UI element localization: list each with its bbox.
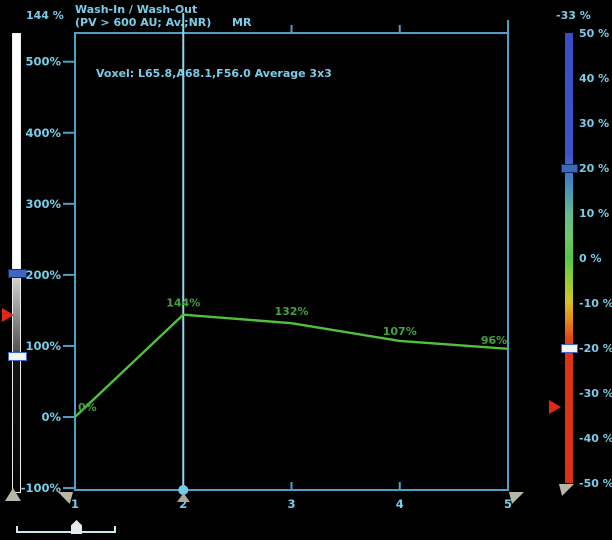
x-tick-label: 4	[396, 497, 404, 511]
colorbar-tick-label: -10 %	[579, 297, 612, 310]
colorbar-tick-label: -50 %	[579, 477, 612, 490]
colorbar-lower-handle[interactable]	[561, 344, 578, 353]
current-timepoint-dot[interactable]	[178, 485, 189, 495]
enhancement-curve	[74, 313, 509, 418]
y-tick-label: 100%	[25, 339, 61, 353]
x-tick-label: 2	[179, 497, 187, 511]
data-point-label: 132%	[275, 305, 309, 318]
colorbar-track[interactable]	[565, 33, 573, 483]
x-tick-label: 3	[287, 497, 295, 511]
colorbar-tick-label: -30 %	[579, 387, 612, 400]
y-tick-label: 300%	[25, 197, 61, 211]
chart-title-line2: (PV > 600 AU; Av.;NR)	[75, 16, 212, 29]
timeline-scrubber-track[interactable]	[16, 531, 116, 533]
colorbar-tick-label: 50 %	[579, 27, 610, 40]
data-point-label: 107%	[383, 325, 417, 338]
modality-label: MR	[232, 16, 252, 29]
y-tick-label: -100%	[21, 481, 62, 495]
x-tick-label: 1	[71, 497, 79, 511]
colorbar-tick-label: 10 %	[579, 207, 610, 220]
window-level-track[interactable]	[12, 33, 21, 493]
x-tick-label: 5	[504, 497, 512, 511]
colorbar-tick-label: -40 %	[579, 432, 612, 445]
data-point-label: 0%	[78, 401, 97, 414]
data-point-label: 144%	[166, 297, 200, 310]
scrubber-left-end	[16, 526, 18, 533]
colorbar-tick-label: -20 %	[579, 342, 612, 355]
data-point-label: 96%	[481, 334, 507, 347]
chart-title: Wash-In / Wash-Out (PV > 600 AU; Av.;NR)	[75, 3, 211, 29]
current-timepoint-marker-icon[interactable]	[177, 493, 190, 502]
voxel-annotation: Voxel: L65.8,A68.1,F56.0 Average 3x3	[96, 67, 332, 80]
y-tick-label: 0%	[41, 410, 61, 424]
window-level-value: 144 %	[26, 9, 64, 22]
colorbar-tick-label: 40 %	[579, 72, 610, 85]
timeline-scrubber-handle[interactable]	[71, 520, 82, 534]
y-tick-label: 500%	[25, 55, 61, 69]
colorbar-value: -33 %	[556, 9, 591, 22]
colorbar-tick-label: 20 %	[579, 162, 610, 175]
y-tick-label: 400%	[25, 126, 61, 140]
plot-box	[74, 32, 509, 491]
chart-title-line1: Wash-In / Wash-Out	[75, 3, 198, 16]
colorbar-tick-label: 0 %	[579, 252, 602, 265]
window-level-lower-handle[interactable]	[8, 352, 27, 361]
colorbar-upper-handle[interactable]	[561, 164, 578, 173]
window-level-upper-handle[interactable]	[8, 269, 27, 278]
scrubber-right-end	[114, 526, 116, 533]
colorbar-tick-label: 30 %	[579, 117, 610, 130]
y-tick-label: 200%	[25, 268, 61, 282]
